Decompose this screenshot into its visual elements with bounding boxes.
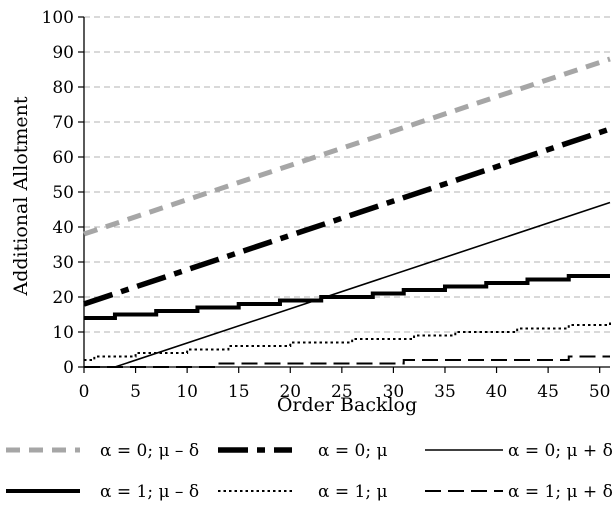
legend: α = 0; μ – δ α = 0; μ α = 0; μ + δ α = 1… bbox=[6, 441, 613, 502]
x-tick-labels: 0 5 10 15 20 25 30 35 40 45 50 bbox=[79, 367, 611, 402]
y-tick-label: 0 bbox=[63, 358, 74, 378]
y-tick-label: 70 bbox=[52, 113, 74, 133]
series-lines bbox=[83, 56, 611, 368]
x-tick-label: 40 bbox=[486, 382, 508, 402]
series-line-0 bbox=[83, 56, 611, 237]
y-tick-label: 60 bbox=[52, 148, 74, 168]
legend-label-series-2: α = 0; μ + δ bbox=[508, 441, 613, 461]
y-tick-label: 10 bbox=[52, 323, 74, 343]
y-tick-label: 40 bbox=[52, 218, 74, 238]
x-tick-label: 45 bbox=[537, 382, 559, 402]
legend-label-series-5: α = 1; μ + δ bbox=[508, 482, 613, 502]
x-tick-label: 20 bbox=[279, 382, 301, 402]
x-tick-label: 35 bbox=[434, 382, 456, 402]
x-tick-label: 15 bbox=[228, 382, 250, 402]
y-tick-label: 100 bbox=[42, 8, 74, 28]
x-tick-label: 0 bbox=[79, 382, 90, 402]
series-line-3 bbox=[84, 274, 610, 320]
x-tick-label: 50 bbox=[589, 382, 611, 402]
y-tick-label: 90 bbox=[52, 43, 74, 63]
y-tick-labels: 0 10 20 30 40 50 60 70 80 90 100 bbox=[42, 8, 74, 378]
x-tick-label: 5 bbox=[130, 382, 141, 402]
x-tick-label: 10 bbox=[176, 382, 198, 402]
x-axis-label: Order Backlog bbox=[277, 394, 417, 416]
series-line-1 bbox=[83, 126, 611, 307]
axes bbox=[83, 17, 610, 368]
series-line-4 bbox=[84, 321, 611, 361]
y-tick-label: 20 bbox=[52, 288, 74, 308]
x-tick-label: 25 bbox=[331, 382, 353, 402]
series-line-5 bbox=[84, 355, 610, 368]
legend-label-series-0: α = 0; μ – δ bbox=[100, 441, 199, 461]
y-axis-label: Additional Allotment bbox=[10, 96, 32, 296]
legend-label-series-1: α = 0; μ bbox=[318, 441, 388, 461]
x-tick-label: 30 bbox=[383, 382, 405, 402]
y-tick-label: 80 bbox=[52, 78, 74, 98]
y-tick-label: 50 bbox=[52, 183, 74, 203]
y-tick-label: 30 bbox=[52, 253, 74, 273]
legend-label-series-4: α = 1; μ bbox=[318, 482, 388, 502]
legend-label-series-3: α = 1; μ – δ bbox=[100, 482, 199, 502]
